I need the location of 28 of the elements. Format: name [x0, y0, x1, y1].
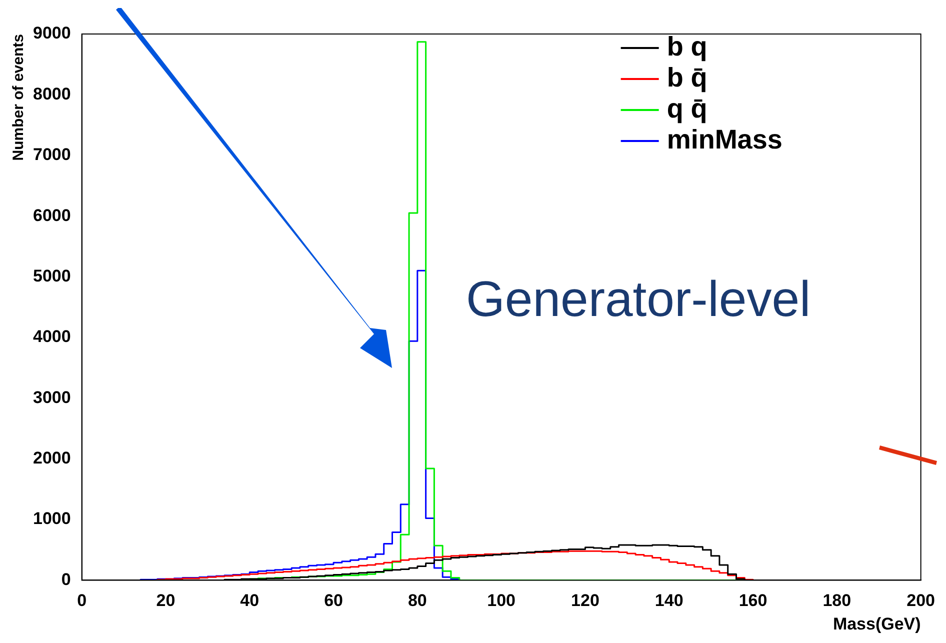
y-tick-label: 2000 [32, 448, 71, 468]
x-axis-title: Mass(GeV) [832, 614, 921, 634]
y-tick-label: 8000 [32, 84, 71, 104]
x-tick-label: 40 [240, 591, 260, 610]
x-tick-label: 100 [487, 591, 516, 610]
x-tick-label: 60 [324, 591, 343, 610]
annotation: Generator-level [466, 270, 811, 328]
x-tick-label: 160 [738, 591, 768, 610]
x-tick-label: 80 [408, 591, 427, 610]
legend-label: b q̄ [666, 62, 708, 92]
y-tick-label: 9000 [32, 24, 71, 43]
y-axis-title: Number of events [10, 34, 28, 161]
y-tick-label: 4000 [32, 327, 71, 346]
y-tick-label: 3000 [32, 388, 71, 407]
legend-label: q q̄ [666, 93, 708, 124]
legend-label: b q [666, 31, 708, 62]
y-tick-label: 6000 [32, 206, 71, 225]
y-tick-label: 0 [61, 570, 71, 589]
legend-label: minMass [666, 124, 782, 154]
y-tick-label: 5000 [32, 266, 71, 286]
x-tick-label: 200 [906, 591, 936, 610]
x-tick-label: 20 [156, 591, 176, 610]
x-tick-label: 140 [654, 591, 684, 610]
y-tick-label: 1000 [32, 509, 71, 528]
y-tick-label: 7000 [32, 145, 71, 164]
x-tick-label: 180 [822, 591, 852, 610]
x-tick-label: 120 [571, 591, 600, 610]
x-tick-label: 0 [77, 591, 87, 610]
